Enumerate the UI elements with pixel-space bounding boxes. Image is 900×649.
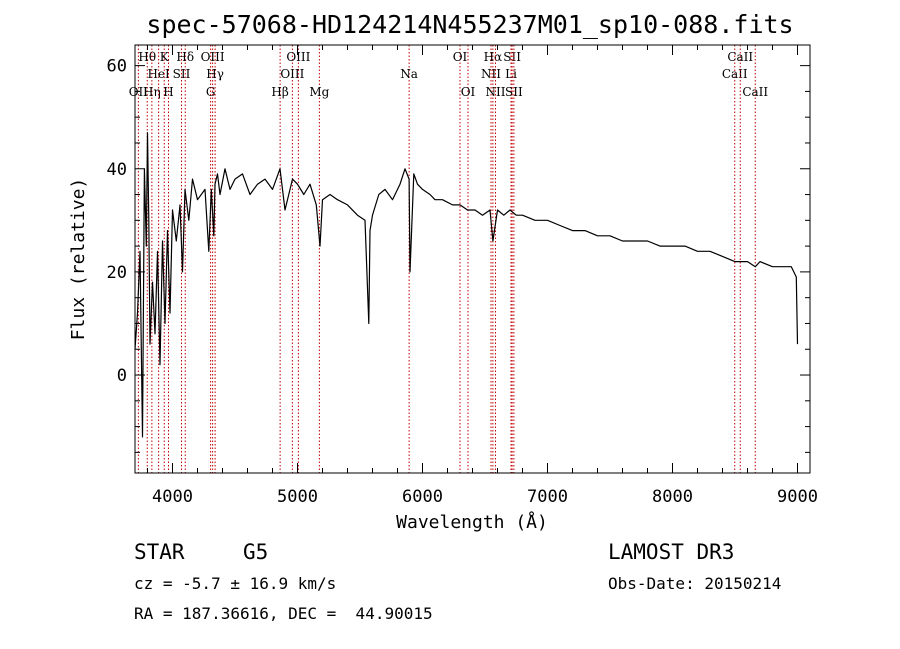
subclass: G5 bbox=[243, 540, 269, 564]
line-label: SII bbox=[505, 85, 523, 99]
line-label: Hα bbox=[484, 50, 503, 64]
line-label: Hβ bbox=[271, 85, 288, 99]
x-axis-label: Wavelength (Å) bbox=[396, 511, 548, 533]
line-label: Hη bbox=[143, 85, 161, 99]
spectrum-series bbox=[134, 132, 799, 438]
x-tick-label: 5000 bbox=[277, 487, 318, 507]
y-tick-label: 60 bbox=[107, 57, 127, 77]
line-label: CaII bbox=[727, 50, 753, 64]
object-class: STAR bbox=[134, 540, 185, 564]
redshift-readout: cz = -5.7 ± 16.9 km/s bbox=[134, 574, 337, 593]
y-tick-label: 40 bbox=[107, 160, 127, 180]
line-label: NII bbox=[486, 85, 506, 99]
line-label: OI bbox=[453, 50, 468, 64]
line-label: OIII bbox=[201, 50, 225, 64]
line-label: Hγ bbox=[206, 67, 224, 81]
y-tick-label: 20 bbox=[107, 263, 127, 283]
axis-ticks: 4000 5000 6000 7000 8000 9000 0 20 40 60 bbox=[107, 45, 818, 507]
coordinates: RA = 187.36616, DEC = 44.90015 bbox=[134, 604, 433, 623]
line-label: SII bbox=[173, 67, 191, 81]
y-tick-label: 0 bbox=[117, 366, 127, 386]
obs-date: Obs-Date: 20150214 bbox=[608, 574, 782, 593]
plot-frame bbox=[134, 44, 811, 474]
spectrum-line bbox=[134, 132, 799, 438]
line-label: OII bbox=[129, 85, 149, 99]
x-tick-label: 8000 bbox=[652, 487, 693, 507]
line-label: Mg bbox=[309, 85, 329, 99]
x-tick-label: 6000 bbox=[402, 487, 443, 507]
line-label: K bbox=[160, 50, 170, 64]
line-label: OIII bbox=[286, 50, 310, 64]
spectral-line-markers: OIIHθHηHeIKHSIIHδGOIIIHγHβOIIIOIIIMgNaOI… bbox=[129, 45, 768, 473]
y-axis-label: Flux (relative) bbox=[68, 178, 89, 341]
x-tick-label: 4000 bbox=[152, 487, 193, 507]
line-label: HeI bbox=[147, 67, 170, 81]
line-label: Na bbox=[400, 67, 418, 81]
line-label: CaII bbox=[722, 67, 748, 81]
line-label: NII bbox=[481, 67, 501, 81]
line-label: CaII bbox=[742, 85, 768, 99]
x-tick-label: 7000 bbox=[527, 487, 568, 507]
survey-name: LAMOST DR3 bbox=[608, 540, 735, 564]
line-label: SII bbox=[503, 50, 521, 64]
line-label: OI bbox=[461, 85, 476, 99]
line-label: H bbox=[163, 85, 173, 99]
line-label: Li bbox=[505, 67, 517, 81]
line-label: Hθ bbox=[138, 50, 156, 64]
line-label: OIII bbox=[280, 67, 304, 81]
x-tick-label: 9000 bbox=[777, 487, 818, 507]
chart-title: spec-57068-HD124214N455237M01_sp10-088.f… bbox=[146, 10, 793, 39]
line-label: Hδ bbox=[176, 50, 194, 64]
line-label: G bbox=[206, 85, 216, 99]
